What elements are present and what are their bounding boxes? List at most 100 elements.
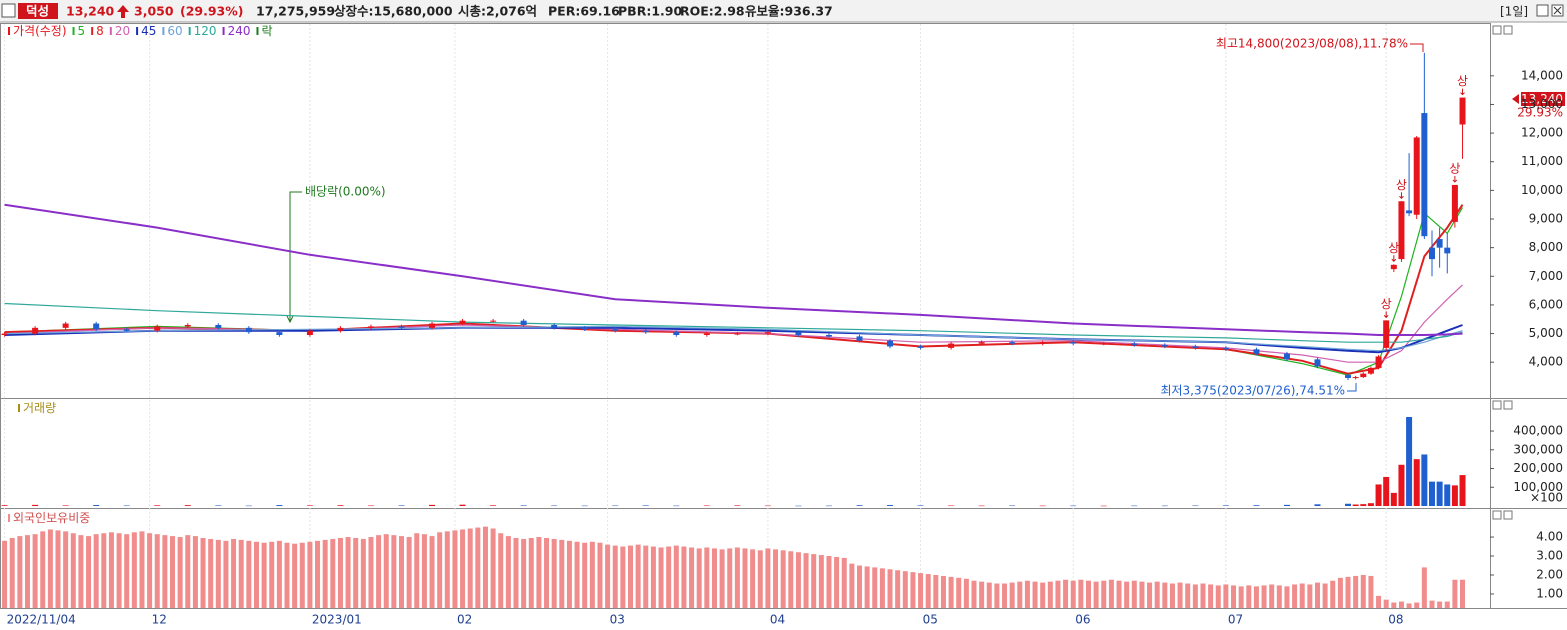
ownership-bar (1223, 584, 1229, 608)
ownership-bar (1124, 581, 1130, 608)
ownership-bar (528, 537, 534, 608)
volume-bar (917, 505, 924, 506)
volume-bar (825, 505, 832, 507)
ownership-bar (399, 536, 405, 608)
ownership-bar (834, 556, 840, 608)
ownership-bar (765, 548, 771, 608)
ownership-bar (63, 531, 69, 608)
candle-body (581, 327, 588, 330)
ownership-bar (383, 534, 389, 608)
ownership-bar (124, 534, 130, 608)
ownership-bar (353, 537, 359, 608)
ownership-bar (360, 538, 366, 608)
candle-body (1345, 375, 1352, 378)
maximize-button[interactable] (1536, 4, 1549, 17)
volume-bar (1314, 504, 1321, 506)
y-tick-label: 11,000 (1521, 154, 1563, 168)
panel-button[interactable] (1503, 400, 1513, 410)
checkbox[interactable] (1, 3, 16, 18)
ownership-bar (490, 528, 496, 608)
low-annotation: 최저3,375(2023/07/26),74.51% (1160, 384, 1345, 398)
ownership-bar (1414, 602, 1420, 608)
volume-bar (948, 505, 955, 507)
candle-body (398, 326, 405, 328)
ownership-bar (1032, 581, 1038, 608)
ownership-bar (536, 537, 542, 608)
ownership-bar (55, 530, 61, 608)
ownership-bar (444, 531, 450, 608)
ownership-bar (253, 541, 259, 608)
volume-bar (1352, 504, 1359, 506)
ownership-bar (780, 550, 786, 608)
panel-title: 거래량 (23, 401, 56, 415)
ownership-bar (902, 571, 908, 608)
ownership-bar (650, 546, 656, 608)
ownership-bar (1299, 583, 1305, 608)
ownership-bar (1376, 595, 1382, 608)
x-tick-label: 2022/11/04 (7, 613, 76, 627)
limit-up-arrow (1460, 88, 1465, 96)
ownership-bar (108, 532, 114, 608)
candle-body (154, 326, 161, 331)
ownership-bar (192, 536, 198, 608)
volume-bar (1192, 505, 1199, 507)
ownership-bar (635, 544, 641, 608)
ownership-bar (1391, 602, 1397, 608)
volume-bar (367, 505, 374, 507)
panel-button[interactable] (1492, 510, 1502, 520)
volume-unit: ×100 (1530, 491, 1563, 505)
legend-swatch (256, 27, 259, 35)
candle-body (215, 324, 222, 328)
volume-bar (612, 505, 619, 507)
volume-bar (1398, 464, 1405, 506)
ownership-bar (101, 533, 107, 608)
candle-body (1375, 356, 1382, 368)
volume-bar (1009, 505, 1016, 507)
volume-bar (1360, 504, 1367, 506)
legend-label: 가격(수정) (13, 24, 67, 38)
legend-label: 240 (228, 24, 251, 38)
volume-bar (581, 505, 588, 507)
ownership-bar (1314, 582, 1320, 608)
ownership-bar (437, 532, 443, 608)
ownership-bar (910, 572, 916, 608)
panel-button[interactable] (1503, 25, 1513, 35)
ownership-bar (185, 535, 191, 608)
ownership-bar (895, 570, 901, 608)
y-tick-label: 100,000 (1513, 480, 1563, 494)
ownership-bar (86, 536, 92, 608)
high-arrow (1410, 43, 1424, 52)
dividend-annotation: 배당락(0.00%) (305, 185, 386, 199)
ownership-bar (612, 545, 618, 608)
volume-bar (459, 504, 466, 506)
period[interactable]: [1일] (1500, 5, 1528, 19)
volume-bar (93, 505, 100, 506)
ownership-bar (1024, 580, 1030, 608)
limit-up-label: 상 (1449, 161, 1460, 175)
ownership-bar (719, 549, 725, 608)
x-tick-label: 05 (923, 613, 938, 627)
candle-body (1192, 346, 1199, 348)
plot-frame (0, 23, 1567, 609)
candle-body (948, 343, 955, 348)
ownership-bar (330, 538, 336, 608)
ownership-bar (24, 535, 30, 608)
ownership-bar (452, 530, 458, 608)
ownership-bar (879, 568, 885, 608)
panel-button[interactable] (1503, 510, 1513, 520)
y-tick-label: 4,000 (1529, 355, 1563, 369)
volume-bar (1383, 476, 1390, 506)
ownership-bar (467, 528, 473, 608)
ownership-bar (1276, 585, 1282, 608)
candle-body (1222, 347, 1229, 350)
panel-button[interactable] (1492, 400, 1502, 410)
candle-body (1314, 359, 1321, 367)
legend-label: 45 (141, 24, 156, 38)
panel-button[interactable] (1492, 25, 1502, 35)
ownership-bar (32, 534, 38, 608)
legend-label: 락 (261, 24, 272, 38)
ownership-bar (475, 527, 481, 608)
ownership-bar (979, 581, 985, 608)
ownership-bar (1040, 582, 1046, 608)
